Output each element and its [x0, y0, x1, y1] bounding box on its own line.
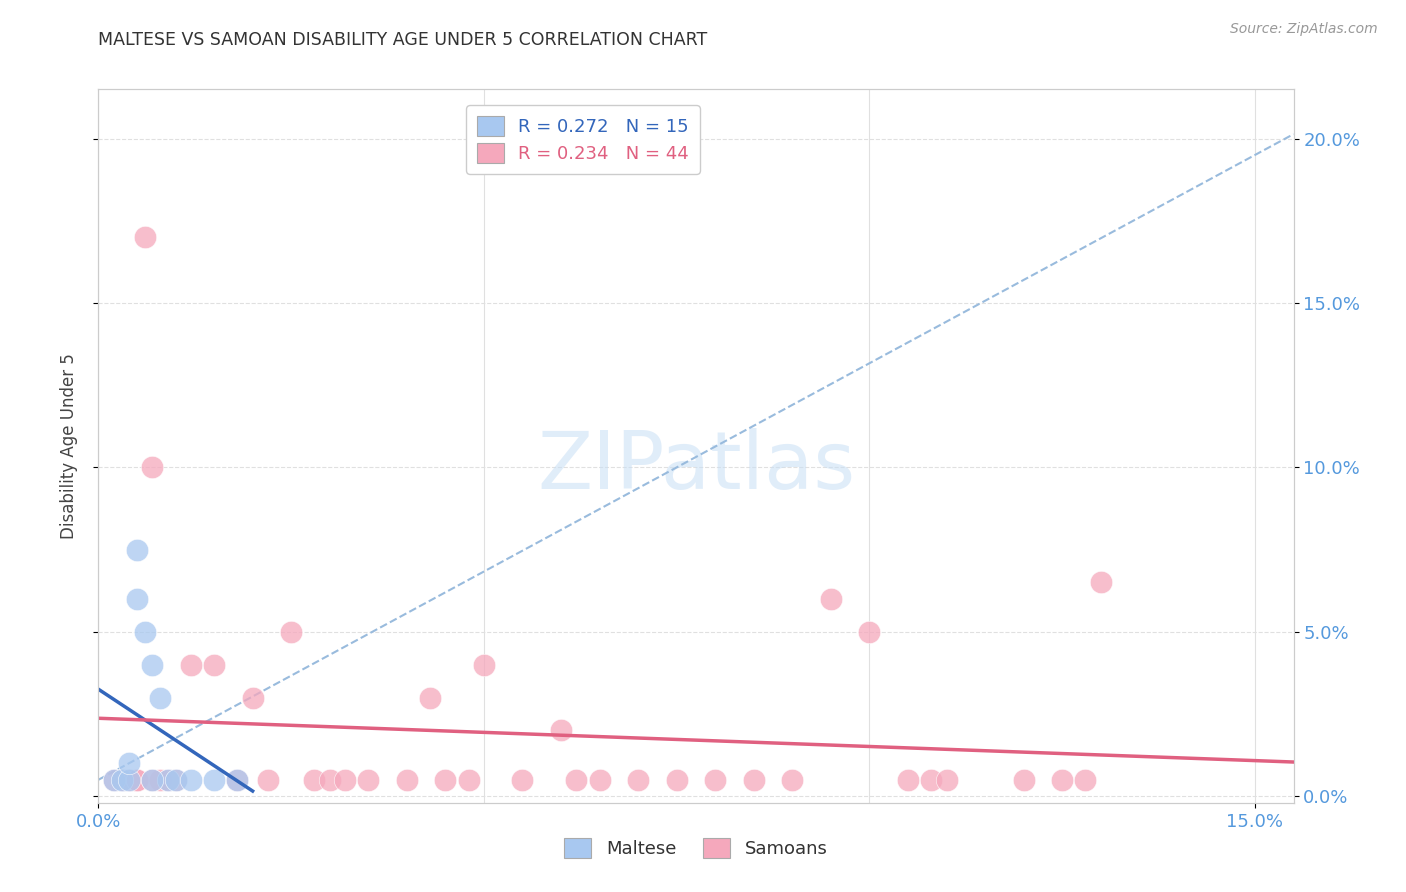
- Point: [550, 723, 572, 738]
- Point: [1012, 772, 1035, 787]
- Point: [742, 772, 765, 787]
- Point: [1074, 772, 1097, 787]
- Point: [665, 772, 688, 787]
- Point: [457, 772, 479, 787]
- Point: [165, 772, 187, 787]
- Text: ZIPatlas: ZIPatlas: [537, 428, 855, 507]
- Point: [125, 772, 148, 787]
- Point: [180, 772, 202, 787]
- Point: [280, 624, 302, 639]
- Point: [920, 772, 942, 787]
- Y-axis label: Disability Age Under 5: Disability Age Under 5: [59, 353, 77, 539]
- Legend: Maltese, Samoans: Maltese, Samoans: [557, 830, 835, 865]
- Point: [226, 772, 249, 787]
- Point: [434, 772, 457, 787]
- Point: [156, 772, 179, 787]
- Point: [782, 772, 804, 787]
- Text: MALTESE VS SAMOAN DISABILITY AGE UNDER 5 CORRELATION CHART: MALTESE VS SAMOAN DISABILITY AGE UNDER 5…: [98, 31, 707, 49]
- Point: [512, 772, 534, 787]
- Point: [565, 772, 588, 787]
- Point: [141, 460, 163, 475]
- Point: [103, 772, 125, 787]
- Point: [110, 772, 132, 787]
- Point: [1050, 772, 1073, 787]
- Point: [202, 657, 225, 672]
- Text: Source: ZipAtlas.com: Source: ZipAtlas.com: [1230, 22, 1378, 37]
- Point: [1090, 575, 1112, 590]
- Point: [110, 772, 132, 787]
- Point: [141, 772, 163, 787]
- Point: [820, 591, 842, 606]
- Point: [103, 772, 125, 787]
- Point: [125, 591, 148, 606]
- Point: [395, 772, 418, 787]
- Point: [156, 772, 179, 787]
- Point: [588, 772, 610, 787]
- Point: [118, 772, 141, 787]
- Point: [202, 772, 225, 787]
- Point: [165, 772, 187, 787]
- Point: [141, 772, 163, 787]
- Point: [935, 772, 957, 787]
- Point: [304, 772, 326, 787]
- Point: [419, 690, 441, 705]
- Point: [125, 542, 148, 557]
- Point: [472, 657, 495, 672]
- Point: [180, 657, 202, 672]
- Point: [357, 772, 380, 787]
- Point: [333, 772, 356, 787]
- Point: [226, 772, 249, 787]
- Point: [319, 772, 342, 787]
- Point: [627, 772, 650, 787]
- Point: [897, 772, 920, 787]
- Point: [134, 624, 156, 639]
- Point: [149, 690, 172, 705]
- Point: [149, 772, 172, 787]
- Point: [118, 772, 141, 787]
- Point: [118, 756, 141, 771]
- Point: [858, 624, 880, 639]
- Point: [134, 230, 156, 244]
- Point: [257, 772, 280, 787]
- Point: [242, 690, 264, 705]
- Point: [125, 772, 148, 787]
- Point: [141, 657, 163, 672]
- Point: [704, 772, 727, 787]
